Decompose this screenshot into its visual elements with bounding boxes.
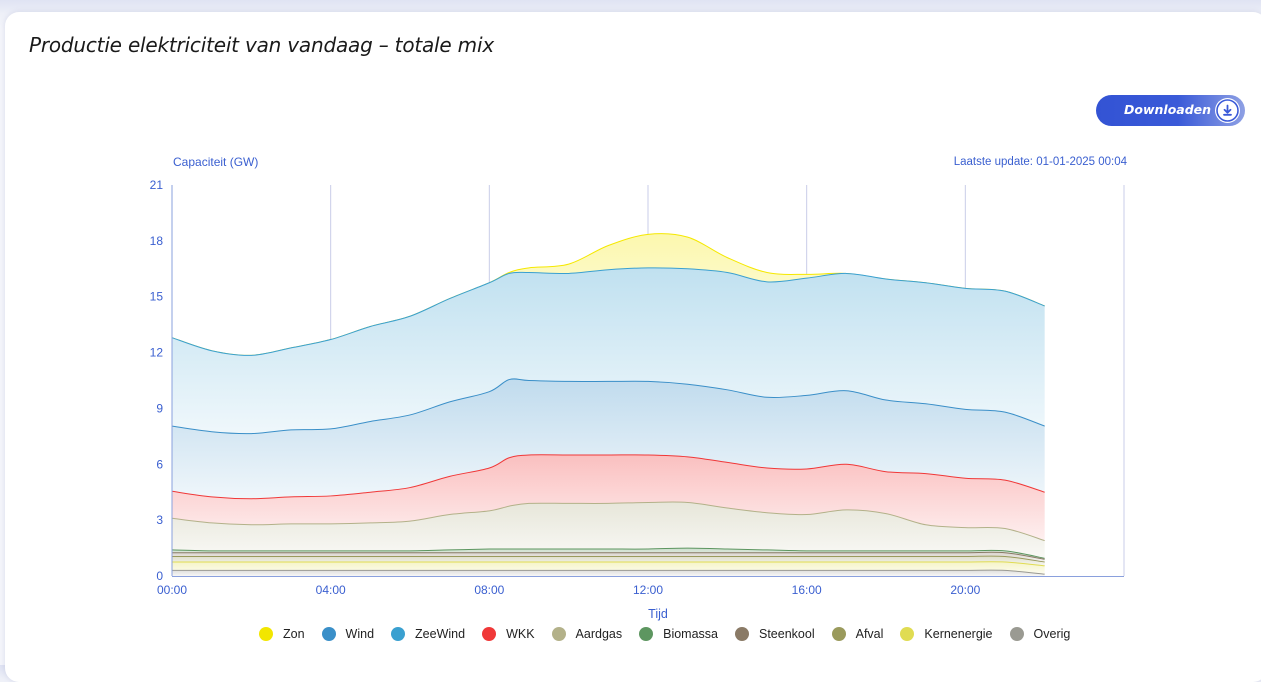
line-wkk xyxy=(171,454,1045,500)
legend-label: Afval xyxy=(855,627,884,641)
x-tick-label: 00:00 xyxy=(157,583,187,597)
y-axis-label: Capaciteit (GW) xyxy=(173,155,258,169)
legend-swatch xyxy=(391,627,406,641)
line-wind xyxy=(171,378,1045,435)
legend-label: Wind xyxy=(345,627,375,641)
legend-label: Aardgas xyxy=(575,627,623,641)
legend-label: Kernenergie xyxy=(924,627,993,641)
line-kernenergie xyxy=(172,561,1045,567)
area-wind[interactable] xyxy=(172,378,1045,499)
x-tick-label: 08:00 xyxy=(474,583,504,597)
y-tick-label: 0 xyxy=(156,569,163,583)
legend-item-wkk[interactable]: WKK xyxy=(482,627,535,641)
line-biomassa xyxy=(171,547,1045,559)
line-aardgas xyxy=(171,501,1045,542)
area-wkk[interactable] xyxy=(172,454,1045,541)
legend-swatch xyxy=(639,627,654,641)
download-button-label: Downloaden xyxy=(1124,102,1212,117)
area-aardgas[interactable] xyxy=(172,502,1045,559)
x-tick-label: 12:00 xyxy=(633,583,663,597)
legend-swatch xyxy=(259,627,273,641)
area-biomassa[interactable] xyxy=(172,548,1045,560)
y-tick-label: 12 xyxy=(150,346,164,360)
area-zon[interactable] xyxy=(172,233,1045,356)
area-steenkool[interactable] xyxy=(172,552,1045,563)
legend-item-zeewind[interactable]: ZeeWind xyxy=(391,627,465,641)
x-tick-label: 20:00 xyxy=(950,583,980,597)
x-axis-label: Tijd xyxy=(648,607,668,621)
chart-areas xyxy=(171,233,1045,576)
line-afval xyxy=(171,555,1045,563)
legend-swatch xyxy=(482,627,497,641)
legend-swatch xyxy=(551,627,566,641)
legend-item-steenkool[interactable]: Steenkool xyxy=(735,627,815,641)
page-title: Productie elektriciteit van vandaag – to… xyxy=(29,33,494,57)
y-tick-label: 15 xyxy=(150,290,164,304)
legend-label: Overig xyxy=(1033,627,1071,641)
legend-label: WKK xyxy=(506,627,535,641)
legend-swatch xyxy=(735,627,749,641)
legend-item-aardgas[interactable]: Aardgas xyxy=(551,627,623,641)
area-afval[interactable] xyxy=(172,556,1045,566)
update-timestamp: Laatste update: 01-01-2025 00:04 xyxy=(954,156,1128,168)
legend-label: Zon xyxy=(283,627,305,641)
legend-label: ZeeWind xyxy=(415,627,466,641)
legend-item-kernenergie[interactable]: Kernenergie xyxy=(900,627,993,641)
legend-label: Steenkool xyxy=(759,627,815,641)
legend-swatch xyxy=(831,627,846,641)
chart-axes: 0 3 6 9 12 15 18 21 00:00 04:00 08:00 12:00 16:00 20:… xyxy=(150,178,1124,597)
line-overig xyxy=(171,569,1045,575)
legend-item-zon[interactable]: Zon xyxy=(259,627,305,641)
legend-item-wind[interactable]: Wind xyxy=(321,627,375,641)
download-icon xyxy=(1215,98,1240,123)
y-tick-label: 21 xyxy=(150,178,164,192)
y-tick-label: 3 xyxy=(156,513,163,527)
line-steenkool xyxy=(171,551,1045,560)
area-overig[interactable] xyxy=(172,570,1045,576)
x-tick-label: 16:00 xyxy=(792,583,822,597)
legend-item-biomassa[interactable]: Biomassa xyxy=(639,627,718,641)
area-kernenergie[interactable] xyxy=(172,561,1045,575)
chart-legend: Zon Wind ZeeWind WKK Aardgas Biomassa Steenkoo… xyxy=(259,624,1087,644)
legend-swatch xyxy=(1009,627,1024,641)
download-button[interactable]: Downloaden xyxy=(1096,95,1245,126)
legend-item-afval[interactable]: Afval xyxy=(831,627,884,641)
legend-item-overig[interactable]: Overig xyxy=(1009,627,1071,641)
legend-swatch xyxy=(900,627,915,641)
x-tick-label: 04:00 xyxy=(316,583,346,597)
legend-swatch xyxy=(321,627,336,641)
y-tick-label: 6 xyxy=(156,457,163,471)
legend-label: Biomassa xyxy=(663,627,718,641)
y-tick-label: 18 xyxy=(150,234,164,248)
line-zeewind xyxy=(171,267,1045,356)
y-tick-label: 9 xyxy=(156,401,163,415)
energy-mix-chart: 0 3 6 9 12 15 18 21 00:00 04:00 08:00 12:00 16:00 20:… xyxy=(150,155,1128,621)
